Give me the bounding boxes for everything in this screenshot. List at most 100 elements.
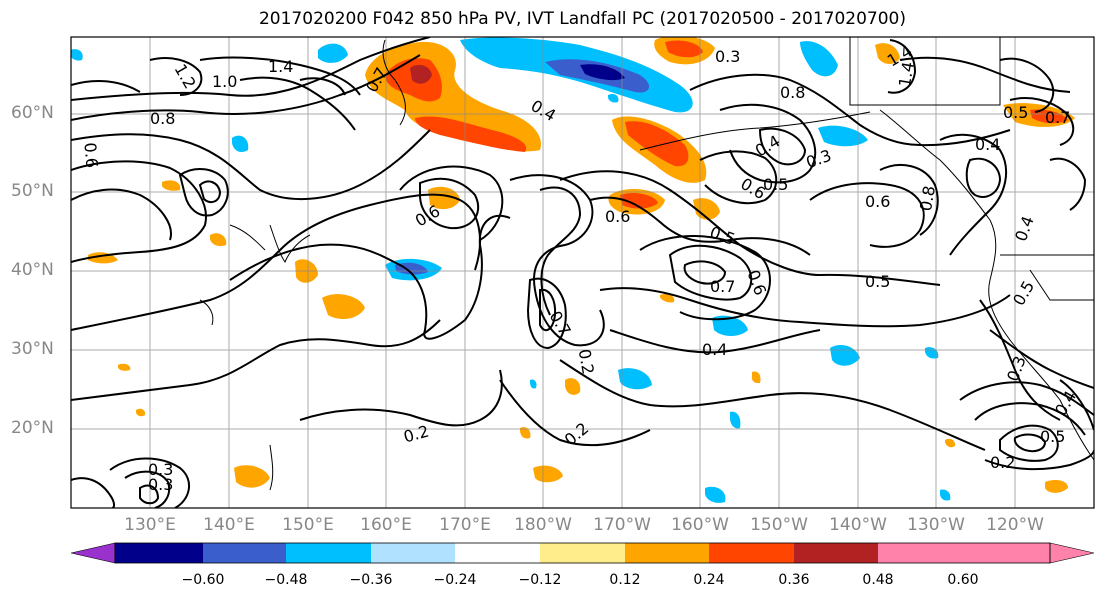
colorbar-tick-label: −0.60 xyxy=(181,572,225,588)
colorbar-swatch xyxy=(286,543,371,563)
lon-label: 150°E xyxy=(282,515,334,535)
contour-label: 0.5 xyxy=(865,272,890,291)
pv-anomaly-negative xyxy=(580,64,625,81)
pv-anomaly-negative xyxy=(940,489,951,501)
pv-anomaly-positive xyxy=(533,465,563,483)
lat-label: 40°N xyxy=(11,260,54,280)
contour-label: 0.5 xyxy=(763,175,788,194)
colorbar-swatch xyxy=(625,543,709,563)
contour-label: 0.4 xyxy=(975,135,1000,154)
shading-layer xyxy=(71,37,1075,503)
pv-anomaly-positive xyxy=(1045,480,1068,493)
contour-label: 0.8 xyxy=(150,109,175,128)
pv-anomaly-negative xyxy=(608,93,619,103)
pv-anomaly-positive xyxy=(118,363,131,371)
colorbar-tick-label: −0.36 xyxy=(349,572,393,588)
contour-label: 0.4 xyxy=(702,340,727,359)
colorbar-tick-label: 0.36 xyxy=(778,572,810,588)
colorbar-min-arrow xyxy=(70,542,116,564)
pv-anomaly-negative xyxy=(818,125,868,147)
contour-label: 0.7 xyxy=(1045,108,1070,127)
lat-label: 20°N xyxy=(11,418,54,438)
pv-anomaly-positive xyxy=(136,408,146,417)
map-panel: 1.4 1.0 1.2 0.8 0.6 0.7 0.4 0.3 1.4 0.8 … xyxy=(70,36,1095,509)
lat-label: 50°N xyxy=(11,181,54,201)
pv-anomaly-positive xyxy=(751,371,761,384)
contour-label: 0.3 xyxy=(1003,353,1030,383)
pv-anomaly-positive xyxy=(660,293,675,303)
colorbar-tick-label: 0.48 xyxy=(862,572,894,588)
lon-label: 160°E xyxy=(360,515,412,535)
lon-label: 180°W xyxy=(514,515,572,535)
lon-label: 120°W xyxy=(986,515,1044,535)
pv-anomaly-positive xyxy=(415,116,527,152)
contour-label: 1.4 xyxy=(895,60,918,88)
colorbar xyxy=(70,542,1095,564)
map-title: 2017020200 F042 850 hPa PV, IVT Landfall… xyxy=(258,9,906,29)
contour-label: 0.3 xyxy=(715,47,740,66)
lon-label: 140°E xyxy=(203,515,255,535)
contour-label: 0.4 xyxy=(1051,387,1080,419)
pv-anomaly-negative xyxy=(232,135,249,153)
lon-label: 150°W xyxy=(750,515,808,535)
colorbar-max-arrow xyxy=(1049,542,1095,564)
colorbar-tick-label: 0.12 xyxy=(609,572,641,588)
pv-anomaly-positive xyxy=(210,233,227,247)
colorbar-swatch xyxy=(203,543,286,563)
colorbar-swatch xyxy=(115,543,203,563)
pv-anomaly-positive xyxy=(322,294,365,320)
pv-anomaly-positive xyxy=(1030,109,1068,124)
contour-label: 0.5 xyxy=(1040,427,1065,446)
pv-anomaly-negative xyxy=(618,368,652,390)
lon-label: 130°W xyxy=(907,515,965,535)
lat-label: 30°N xyxy=(11,339,54,359)
pv-anomaly-negative xyxy=(800,41,838,77)
colorbar-swatch xyxy=(794,543,878,563)
pv-anomaly-positive xyxy=(520,427,531,439)
pv-anomaly-negative xyxy=(712,315,748,336)
lon-label: 170°E xyxy=(439,515,491,535)
colorbar-swatch xyxy=(540,543,625,563)
pv-anomaly-negative xyxy=(830,345,860,366)
colorbar-swatch xyxy=(371,543,455,563)
contour-label: 1.0 xyxy=(212,72,237,91)
contour-label: 0.5 xyxy=(707,222,737,249)
contour-label: 0.3 xyxy=(148,460,173,479)
colorbar-swatch xyxy=(963,543,1050,563)
pv-anomaly-positive xyxy=(620,192,658,209)
pv-contours xyxy=(71,37,1094,508)
pv-anomaly-positive xyxy=(234,465,270,488)
contour-label: 0.7 xyxy=(710,277,735,296)
contour-label: 0.4 xyxy=(528,96,560,125)
colorbar-tick-label: −0.48 xyxy=(264,572,308,588)
lon-label: 160°W xyxy=(671,515,729,535)
pv-anomaly-negative xyxy=(71,49,83,61)
pv-anomaly-positive xyxy=(945,438,956,448)
pv-anomaly-negative xyxy=(318,43,348,63)
contour-label: 0.8 xyxy=(780,83,805,102)
contour-label: 0.6 xyxy=(605,207,630,226)
contour-label: 0.6 xyxy=(865,192,890,211)
contour-label: 0.5 xyxy=(1003,103,1028,122)
lon-label: 170°W xyxy=(593,515,651,535)
lon-label: 130°E xyxy=(124,515,176,535)
colorbar-tick-label: 0.24 xyxy=(693,572,725,588)
lat-label: 60°N xyxy=(11,103,54,123)
pv-anomaly-positive xyxy=(565,378,581,395)
pv-anomaly-negative xyxy=(530,379,537,389)
contour-label: 0.3 xyxy=(148,475,173,494)
pv-anomaly-positive xyxy=(410,64,432,84)
pv-anomaly-negative xyxy=(705,486,726,503)
contour-label: 1.2 xyxy=(171,61,200,93)
pv-anomaly-positive xyxy=(665,40,703,58)
contour-label: 1.4 xyxy=(268,57,293,76)
colorbar-swatch xyxy=(709,543,794,563)
colorbar-swatch xyxy=(455,543,540,563)
pv-anomaly-positive xyxy=(875,43,900,64)
coastlines xyxy=(199,37,1094,491)
contour-label: 0.6 xyxy=(80,142,101,169)
colorbar-tick-label: −0.12 xyxy=(518,572,562,588)
contour-label: 0.2 xyxy=(401,422,431,447)
contour-label: 0.2 xyxy=(990,453,1015,472)
colorbar-tick-label: 0.60 xyxy=(947,572,979,588)
